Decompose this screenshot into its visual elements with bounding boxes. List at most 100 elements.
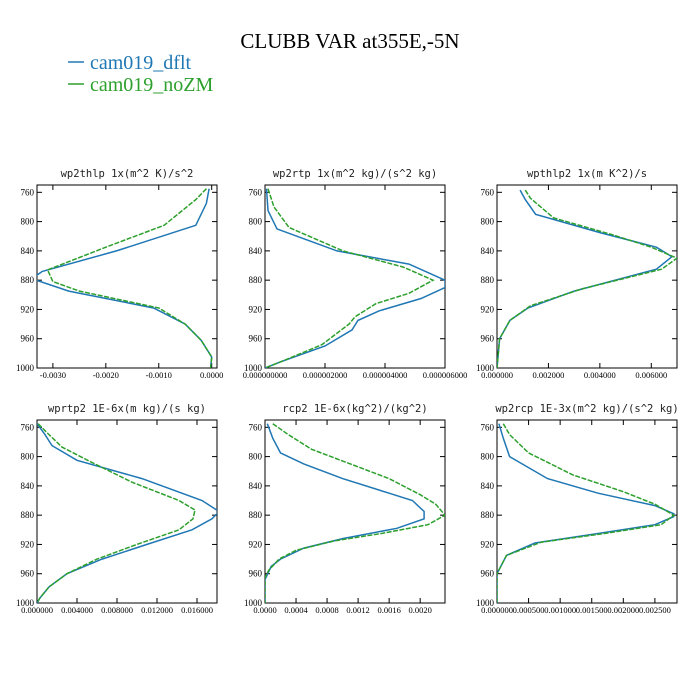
panel-1: wp2thlp 1x(m^2 K)/s^2 760 800 840 880 920 960 1…: [16, 168, 223, 380]
panel-5: rcp2 1E-6x(kg^2)/(kg^2) 760 800 840 880 920 96…: [244, 403, 446, 615]
x-tick-label: 0.000000: [481, 605, 513, 615]
x-tick-label: 0.002000: [532, 370, 564, 380]
y-tick-label: 1000: [16, 598, 35, 608]
x-tick-label: 0.0004: [284, 605, 308, 615]
legend-label-dflt: cam019_dflt: [90, 52, 192, 74]
x-tick-label: 0.000000: [21, 605, 53, 615]
y-tick-label: 840: [249, 246, 263, 256]
x-tick-label: 0.006000: [635, 370, 667, 380]
y-tick-label: 840: [21, 246, 35, 256]
x-tick-label: 0.000002000: [303, 370, 348, 380]
y-tick-label: 800: [249, 452, 263, 462]
y-tick-label: 800: [249, 217, 263, 227]
y-tick-label: 880: [249, 275, 263, 285]
series-line-cam019_noZM: [497, 189, 677, 368]
y-tick-label: 960: [249, 334, 263, 344]
panels: wp2thlp 1x(m^2 K)/s^2 760 800 840 880 920 960 1…: [16, 168, 679, 615]
x-tick-label: 0.001500: [576, 605, 608, 615]
y-tick-label: 880: [481, 275, 495, 285]
y-tick-label: 920: [249, 539, 263, 549]
series-line-cam019_dflt: [37, 423, 217, 603]
y-tick-label: 1000: [16, 363, 35, 373]
y-tick-label: 880: [249, 510, 263, 520]
x-tick-label: 0.008000: [101, 605, 133, 615]
plot-frame: [264, 419, 446, 604]
x-tick-label: -0.0030: [40, 370, 66, 380]
y-tick-label: 760: [249, 187, 263, 197]
x-tick-label: 0.000000: [481, 370, 513, 380]
x-tick-label: 0.000006000: [423, 370, 468, 380]
y-tick-label: 880: [21, 275, 35, 285]
y-tick-label: 880: [21, 510, 35, 520]
x-tick-label: 0.0008: [315, 605, 338, 615]
y-tick-label: 920: [21, 304, 35, 314]
x-tick-label: 0.001000: [544, 605, 576, 615]
y-tick-label: 880: [481, 510, 495, 520]
x-tick-label: 0.012000: [141, 605, 173, 615]
x-tick-label: -0.0020: [93, 370, 119, 380]
x-tick-label: 0.004000: [61, 605, 93, 615]
x-tick-label: 0.0016: [377, 605, 400, 615]
y-tick-label: 920: [481, 304, 495, 314]
x-tick-label: 0.000500: [513, 605, 545, 615]
y-tick-label: 760: [21, 422, 35, 432]
panel-title: wp2rtp 1x(m^2 kg)/(s^2 kg): [273, 168, 437, 180]
panel-2: wp2rtp 1x(m^2 kg)/(s^2 kg) 760 800 840 880 92…: [243, 168, 468, 380]
legend: cam019_dflt cam019_noZM: [68, 52, 214, 96]
y-tick-label: 840: [481, 246, 495, 256]
y-tick-label: 920: [481, 539, 495, 549]
series-line-cam019_noZM: [265, 423, 445, 603]
plot-frame: [36, 184, 218, 369]
x-tick-label: -0.0010: [146, 370, 172, 380]
y-tick-label: 800: [21, 217, 35, 227]
y-tick-label: 1000: [244, 598, 263, 608]
x-tick-label: 0.016000: [181, 605, 213, 615]
y-tick-label: 840: [249, 481, 263, 491]
plot-frame: [496, 419, 678, 604]
panel-title: wprtp2 1E-6x(m kg)/(s kg): [48, 403, 206, 415]
x-tick-label: 0.0000: [253, 605, 276, 615]
y-tick-label: 1000: [476, 598, 495, 608]
panel-6: wp2rcp 1E-3x(m^2 kg)/(s^2 kg)760 800 840 88…: [476, 403, 679, 615]
panel-4: wprtp2 1E-6x(m kg)/(s kg) 760 800 840 880 920…: [16, 403, 218, 615]
y-tick-label: 840: [21, 481, 35, 491]
y-tick-label: 760: [481, 187, 495, 197]
plot-frame: [36, 419, 218, 604]
x-tick-label: 0.004000: [584, 370, 616, 380]
x-tick-label: 0.002500: [639, 605, 671, 615]
y-tick-label: 800: [21, 452, 35, 462]
plot-frame: [496, 184, 678, 369]
y-tick-label: 960: [249, 569, 263, 579]
figure-title: CLUBB VAR at355E,-5N: [240, 29, 459, 53]
x-tick-label: 0.0012: [346, 605, 369, 615]
x-tick-label: 0.0000: [200, 370, 223, 380]
y-tick-label: 1000: [244, 363, 263, 373]
panel-title: wp2rcp 1E-3x(m^2 kg)/(s^2 kg): [495, 403, 678, 415]
legend-label-nozm: cam019_noZM: [90, 74, 214, 96]
y-tick-label: 960: [481, 334, 495, 344]
y-tick-label: 1000: [476, 363, 495, 373]
y-tick-label: 960: [21, 569, 35, 579]
y-tick-label: 840: [481, 481, 495, 491]
series-line-cam019_noZM: [46, 188, 213, 368]
y-tick-label: 920: [21, 539, 35, 549]
y-tick-label: 800: [481, 452, 495, 462]
series-line-cam019_dflt: [37, 188, 213, 368]
x-tick-label: 0.0020: [408, 605, 431, 615]
panel-3: wpthlp2 1x(m K^2)/s 760 800 840 880 920 960 100…: [476, 168, 678, 380]
plot-frame: [264, 184, 446, 369]
series-line-cam019_noZM: [37, 423, 196, 603]
series-line-cam019_dflt: [497, 423, 675, 603]
y-tick-label: 960: [481, 569, 495, 579]
series-line-cam019_noZM: [265, 188, 435, 368]
x-tick-label: 0.000004000: [363, 370, 408, 380]
series-line-cam019_dflt: [265, 423, 425, 603]
series-line-cam019_noZM: [497, 423, 676, 603]
series-line-cam019_dflt: [497, 189, 674, 368]
panel-title: wpthlp2 1x(m K^2)/s: [527, 168, 647, 180]
y-tick-label: 960: [21, 334, 35, 344]
series-line-cam019_dflt: [265, 188, 445, 368]
x-tick-label: 0.002000: [607, 605, 639, 615]
y-tick-label: 920: [249, 304, 263, 314]
